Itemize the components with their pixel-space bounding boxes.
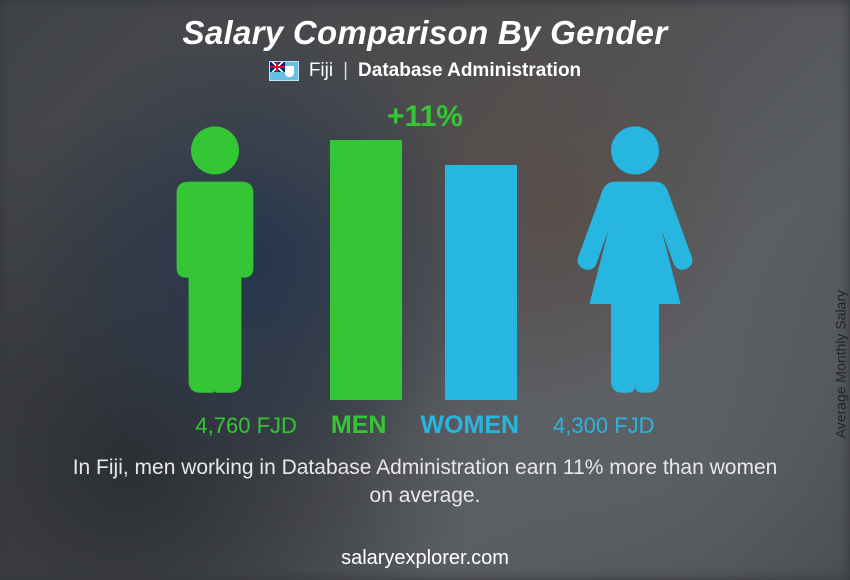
infographic-content: Salary Comparison By Gender Fiji | Datab… bbox=[0, 0, 850, 580]
female-salary-value: 4,300 FJD bbox=[553, 413, 655, 439]
page-title: Salary Comparison By Gender bbox=[183, 14, 668, 52]
female-bar bbox=[445, 165, 517, 400]
female-gender-label: WOMEN bbox=[420, 411, 519, 440]
fiji-flag-icon bbox=[269, 61, 299, 81]
female-person-icon bbox=[575, 124, 695, 400]
subtitle-row: Fiji | Database Administration bbox=[269, 60, 581, 82]
country-label: Fiji bbox=[309, 60, 333, 82]
male-person-icon bbox=[155, 124, 275, 400]
male-bar bbox=[330, 140, 402, 400]
subtitle-divider: | bbox=[343, 60, 348, 82]
gender-chart: +11% 4,760 FJD MEN WOMEN 4,300 FJD bbox=[105, 100, 745, 440]
chart-label-row: 4,760 FJD MEN WOMEN 4,300 FJD bbox=[105, 411, 745, 440]
field-label: Database Administration bbox=[358, 60, 581, 82]
y-axis-label: Average Monthly Salary bbox=[832, 290, 848, 438]
footer-source: salaryexplorer.com bbox=[0, 547, 850, 570]
description-text: In Fiji, men working in Database Adminis… bbox=[65, 454, 785, 511]
male-salary-value: 4,760 FJD bbox=[195, 413, 297, 439]
delta-percent-label: +11% bbox=[387, 100, 463, 134]
male-gender-label: MEN bbox=[331, 411, 387, 440]
